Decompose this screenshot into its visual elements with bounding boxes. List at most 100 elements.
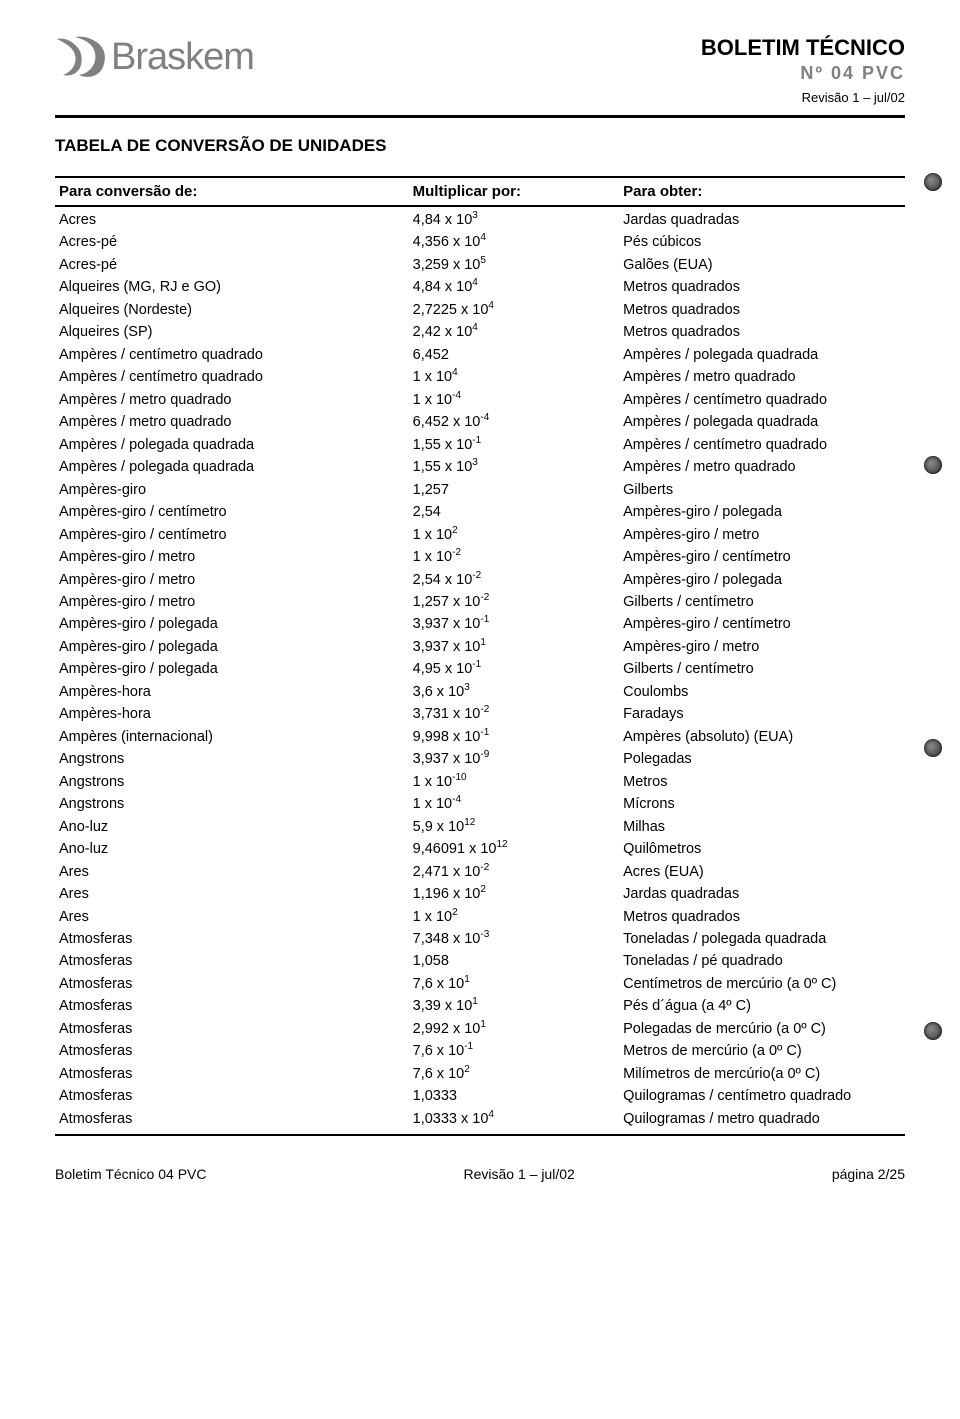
document-header: Braskem BOLETIM TÉCNICO Nº 04 PVC Revisã… xyxy=(55,35,905,105)
multiply-exponent: 1 xyxy=(480,1019,486,1030)
multiply-base: 1 x 10 xyxy=(413,774,453,790)
table-row: Ano-luz9,46091 x 1012Quilômetros xyxy=(59,838,901,860)
cell-multiply: 2,7225 x 104 xyxy=(413,299,624,321)
cell-to: Polegadas de mercúrio (a 0º C) xyxy=(623,1018,901,1040)
table-row: Ampères / metro quadrado1 x 10-4Ampères … xyxy=(59,389,901,411)
multiply-exponent: 2 xyxy=(464,1064,470,1075)
cell-to: Ampères / centímetro quadrado xyxy=(623,434,901,456)
cell-to: Coulombs xyxy=(623,681,901,703)
cell-from: Ampères-giro / polegada xyxy=(59,613,413,635)
column-header-from: Para conversão de: xyxy=(59,183,413,200)
multiply-base: 7,348 x 10 xyxy=(413,931,481,947)
cell-multiply: 1 x 10-4 xyxy=(413,793,624,815)
table-row: Ampères-giro / polegada3,937 x 10-1 Ampèr… xyxy=(59,613,901,635)
cell-from: Angstrons xyxy=(59,793,413,815)
cell-to: Mícrons xyxy=(623,793,901,815)
cell-multiply: 5,9 x 1012 xyxy=(413,816,624,838)
company-logo: Braskem xyxy=(55,35,254,79)
multiply-base: 1,55 x 10 xyxy=(413,459,473,475)
multiply-base: 3,937 x 10 xyxy=(413,616,481,632)
cell-from: Atmosferas xyxy=(59,928,413,950)
table-row: Ampères-giro / metro1,257 x 10-2Gilberts… xyxy=(59,591,901,613)
cell-to: Gilberts / centímetro xyxy=(623,658,901,680)
table-row: Atmosferas1,058Toneladas / pé quadrado xyxy=(59,950,901,972)
punch-holes xyxy=(924,0,946,1212)
multiply-exponent: -9 xyxy=(480,749,489,760)
table-row: Ampères-giro / metro2,54 x 10-2Ampères-g… xyxy=(59,569,901,591)
cell-multiply: 1 x 10-2 xyxy=(413,546,624,568)
cell-from: Ares xyxy=(59,861,413,883)
cell-to: Ampères / metro quadrado xyxy=(623,366,901,388)
table-row: Ampères / centímetro quadrado1 x 104Ampè… xyxy=(59,366,901,388)
cell-to: Milhas xyxy=(623,816,901,838)
multiply-base: 2,54 xyxy=(413,504,441,520)
multiply-base: 2,7225 x 10 xyxy=(413,302,489,318)
cell-to: Ampères / polegada quadrada xyxy=(623,411,901,433)
cell-from: Ares xyxy=(59,883,413,905)
cell-to: Milímetros de mercúrio(a 0º C) xyxy=(623,1063,901,1085)
multiply-base: 7,6 x 10 xyxy=(413,1066,465,1082)
table-row: Ampères-hora3,731 x 10-2Faradays xyxy=(59,703,901,725)
multiply-base: 3,39 x 10 xyxy=(413,998,473,1014)
cell-multiply: 1,55 x 10-1 xyxy=(413,434,624,456)
cell-from: Ampères-giro / metro xyxy=(59,591,413,613)
cell-multiply: 1 x 10-4 xyxy=(413,389,624,411)
table-row: Acres-pé3,259 x 105Galões (EUA) xyxy=(59,254,901,276)
cell-from: Ampères-giro / polegada xyxy=(59,658,413,680)
multiply-base: 2,54 x 10 xyxy=(413,572,473,588)
cell-from: Ampères-giro / metro xyxy=(59,569,413,591)
column-header-to: Para obter: xyxy=(623,183,901,200)
cell-to: Faradays xyxy=(623,703,901,725)
cell-from: Ampères / metro quadrado xyxy=(59,389,413,411)
multiply-base: 3,6 x 10 xyxy=(413,684,465,700)
cell-to: Galões (EUA) xyxy=(623,254,901,276)
multiply-exponent: 4 xyxy=(452,367,458,378)
cell-to: Polegadas xyxy=(623,748,901,770)
multiply-base: 9,46091 x 10 xyxy=(413,841,497,857)
table-row: Atmosferas7,6 x 10-1Metros de mercúrio (… xyxy=(59,1040,901,1062)
multiply-base: 3,937 x 10 xyxy=(413,751,481,767)
multiply-exponent: 1 xyxy=(472,997,478,1008)
cell-to: Toneladas / pé quadrado xyxy=(623,950,901,972)
multiply-base: 2,992 x 10 xyxy=(413,1021,481,1037)
cell-from: Atmosferas xyxy=(59,950,413,972)
cell-from: Ampères / metro quadrado xyxy=(59,411,413,433)
table-row: Ampères / polegada quadrada1,55 x 103Amp… xyxy=(59,456,901,478)
table-row: Acres4,84 x 103Jardas quadradas xyxy=(59,209,901,231)
multiply-exponent: -3 xyxy=(480,929,489,940)
multiply-exponent: 4 xyxy=(472,278,478,289)
cell-to: Metros xyxy=(623,771,901,793)
multiply-exponent: -1 xyxy=(472,660,481,671)
table-row: Acres-pé4,356 x 104Pés cúbicos xyxy=(59,231,901,253)
multiply-exponent: -2 xyxy=(480,704,489,715)
page-footer: Boletim Técnico 04 PVC Revisão 1 – jul/0… xyxy=(55,1166,905,1182)
table-row: Ampères-giro / polegada3,937 x 101Ampère… xyxy=(59,636,901,658)
cell-from: Ampères / polegada quadrada xyxy=(59,434,413,456)
cell-multiply: 4,84 x 104 xyxy=(413,276,624,298)
multiply-base: 1,55 x 10 xyxy=(413,437,473,453)
table-row: Ampères-giro / metro1 x 10-2Ampères-giro… xyxy=(59,546,901,568)
cell-multiply: 1 x 102 xyxy=(413,906,624,928)
multiply-base: 1,0333 x 10 xyxy=(413,1111,489,1127)
cell-from: Atmosferas xyxy=(59,1018,413,1040)
cell-from: Alqueires (SP) xyxy=(59,321,413,343)
multiply-exponent: -2 xyxy=(480,862,489,873)
table-row: Alqueires (SP)2,42 x 104Metros quadrados xyxy=(59,321,901,343)
table-row: Atmosferas3,39 x 101Pés d´água (a 4º C) xyxy=(59,995,901,1017)
cell-to: Quilogramas / metro quadrado xyxy=(623,1108,901,1130)
cell-to: Gilberts / centímetro xyxy=(623,591,901,613)
cell-to: Jardas quadradas xyxy=(623,883,901,905)
table-row: Ampères-giro / polegada4,95 x 10-1Gilber… xyxy=(59,658,901,680)
cell-multiply: 3,937 x 10-9 xyxy=(413,748,624,770)
table-row: Atmosferas1,0333 x 104Quilogramas / metr… xyxy=(59,1108,901,1130)
cell-to: Ampères / polegada quadrada xyxy=(623,344,901,366)
cell-to: Ampères-giro / centímetro xyxy=(623,613,901,635)
multiply-base: 6,452 x 10 xyxy=(413,414,481,430)
table-row: Ampères-giro1,257Gilberts xyxy=(59,479,901,501)
cell-from: Ampères-giro xyxy=(59,479,413,501)
multiply-exponent: 3 xyxy=(464,682,470,693)
cell-to: Ampères-giro / metro xyxy=(623,636,901,658)
multiply-exponent: -1 xyxy=(480,615,489,626)
cell-multiply: 1,058 xyxy=(413,950,624,972)
cell-from: Ampères (internacional) xyxy=(59,726,413,748)
